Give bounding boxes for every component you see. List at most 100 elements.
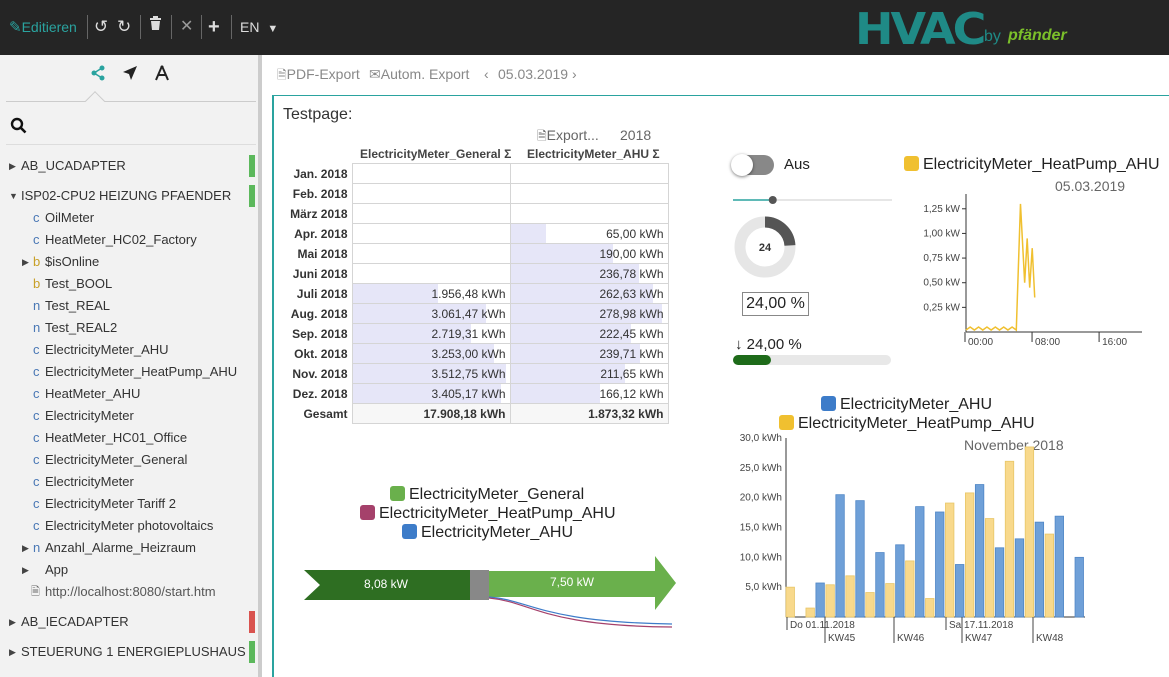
sankey-legend-ahu-label: ElectricityMeter_AHU [421, 524, 574, 541]
general-cell: 1.956,48 kWh [351, 283, 511, 304]
bar [865, 592, 875, 618]
total-ahu-cell: 1.873,32 kWh [509, 403, 669, 424]
sidebar-item[interactable]: c ElectricityMeter [0, 405, 258, 427]
share-icon[interactable] [90, 65, 106, 86]
switch-label: Aus [784, 156, 810, 173]
sidebar-item[interactable]: b Test_BOOL [0, 273, 258, 295]
sidebar-item[interactable]: c HeatMeter_HC01_Office [0, 427, 258, 449]
sidebar-item[interactable]: ▶ App [0, 559, 258, 581]
table-export-button[interactable]: 🗎Export... [537, 127, 599, 148]
undo-icon[interactable]: ↺ [94, 17, 109, 36]
close-icon[interactable]: ✕ [180, 18, 194, 35]
sidebar-item[interactable]: ▶ STEUERUNG 1 ENERGIEPLUSHAUS [0, 641, 258, 663]
ahu-cell [509, 163, 669, 184]
sidebar-item[interactable]: ▶ AB_IECADAPTER [0, 611, 258, 633]
cell-value [506, 187, 510, 201]
general-cell [351, 203, 511, 224]
caret-down-icon[interactable]: ▼ [9, 191, 18, 201]
type-c-icon: c [33, 430, 40, 445]
caret-right-icon[interactable]: ▶ [9, 647, 16, 657]
slider[interactable] [728, 190, 896, 210]
bar [1024, 446, 1035, 618]
month-cell: März 2018 [290, 206, 348, 221]
caret-right-icon[interactable]: ▶ [22, 543, 29, 553]
sidebar-item[interactable]: ▶ n Anzahl_Alarme_Heizraum [0, 537, 258, 559]
compass-icon[interactable] [153, 65, 171, 86]
date-display[interactable]: 05.03.2019 [498, 66, 569, 82]
sidebar-item-label: ElectricityMeter [45, 474, 134, 489]
language-value: EN [240, 19, 260, 35]
cell-value [664, 167, 668, 181]
bar [1044, 533, 1054, 618]
y-tick-label: 0,75 kW [923, 253, 960, 264]
type-c-icon: c [33, 452, 40, 467]
date-next-button[interactable]: › [572, 66, 577, 82]
sidebar-item[interactable]: ▼ ISP02-CPU2 HEIZUNG PFAENDER [0, 185, 258, 207]
general-cell [351, 163, 511, 184]
trash-icon[interactable] [149, 15, 162, 39]
month-cell: Feb. 2018 [292, 186, 348, 201]
caret-right-icon[interactable]: ▶ [9, 161, 16, 171]
auto-export-button[interactable]: ✉Autom. Export [369, 66, 469, 83]
caret-right-icon[interactable]: ▶ [9, 617, 16, 627]
sidebar-item[interactable]: 🗎 http://localhost:8080/start.htm [0, 581, 258, 603]
sidebar-item[interactable]: c HeatMeter_HC02_Factory [0, 229, 258, 251]
search-icon[interactable] [10, 117, 27, 139]
table-row: Mai 2018 190,00 kWh [285, 243, 669, 264]
sidebar-scrollbar[interactable] [258, 55, 262, 677]
table-row: Jan. 2018 [285, 163, 669, 184]
toggle-switch[interactable] [731, 154, 774, 176]
bar [1074, 556, 1084, 618]
cell-value [506, 207, 510, 221]
legend-swatch [821, 396, 836, 411]
y-tick-label: 0,50 kW [923, 278, 960, 289]
month-cell: Nov. 2018 [292, 366, 348, 381]
y-tick-label: 10,0 kWh [740, 552, 782, 563]
general-cell [351, 243, 511, 264]
sidebar: ▶ AB_UCADAPTER ▼ ISP02-CPU2 HEIZUNG PFAENDE… [0, 55, 262, 677]
caret-right-icon[interactable]: ▶ [22, 565, 29, 575]
page-panel [272, 95, 1169, 677]
value-bar [510, 244, 614, 263]
cell-value: 3.253,00 kWh [431, 346, 506, 361]
sankey-output-flow [489, 556, 676, 610]
sidebar-item[interactable]: c ElectricityMeter_HeatPump_AHU [0, 361, 258, 383]
date-prev-button[interactable]: ‹ [484, 66, 489, 82]
month-cell: Apr. 2018 [294, 226, 348, 241]
value-bar [510, 364, 626, 383]
edit-button[interactable]: ✎Editieren [9, 15, 77, 40]
sidebar-item[interactable]: c OilMeter [0, 207, 258, 229]
bar [875, 552, 885, 618]
bar [855, 500, 865, 618]
sidebar-item[interactable]: c ElectricityMeter Tariff 2 [0, 493, 258, 515]
table-row: Okt. 2018 3.253,00 kWh 239,71 kWh [285, 343, 669, 364]
sidebar-item[interactable]: ▶ b $isOnline [0, 251, 258, 273]
navigate-icon[interactable] [122, 65, 138, 86]
pdf-export-button[interactable]: 🗎PDF-Export [277, 66, 360, 87]
caret-right-icon[interactable]: ▶ [22, 257, 29, 267]
sidebar-item[interactable]: c ElectricityMeter photovoltaics [0, 515, 258, 537]
line-chart-title: ElectricityMeter_HeatPump_AHU [923, 156, 1160, 173]
gauge: 24 [734, 216, 796, 278]
sidebar-item-label: http://localhost:8080/start.htm [45, 584, 216, 599]
sidebar-item-label: AB_UCADAPTER [21, 158, 126, 173]
sidebar-item-label: App [45, 562, 69, 577]
sidebar-item[interactable]: ▶ AB_UCADAPTER [0, 155, 258, 177]
language-select[interactable]: EN ▼ [240, 15, 278, 41]
sidebar-item[interactable]: c HeatMeter_AHU [0, 383, 258, 405]
arrow-down-icon: ↓ [735, 336, 743, 353]
type-b-icon: b [33, 254, 41, 269]
redo-icon[interactable]: ↻ [117, 17, 132, 36]
sidebar-item[interactable]: c ElectricityMeter_AHU [0, 339, 258, 361]
sidebar-item[interactable]: c ElectricityMeter_General [0, 449, 258, 471]
bar [935, 511, 945, 618]
bar-legend-ahu-label: ElectricityMeter_AHU [840, 396, 993, 413]
slider-knob[interactable] [768, 196, 777, 204]
sidebar-item[interactable]: c ElectricityMeter [0, 471, 258, 493]
add-icon[interactable]: + [208, 16, 220, 38]
sidebar-item[interactable]: n Test_REAL2 [0, 317, 258, 339]
value-bar [352, 324, 472, 343]
legend-swatch [904, 156, 919, 171]
sidebar-item[interactable]: n Test_REAL [0, 295, 258, 317]
bar [915, 506, 925, 618]
